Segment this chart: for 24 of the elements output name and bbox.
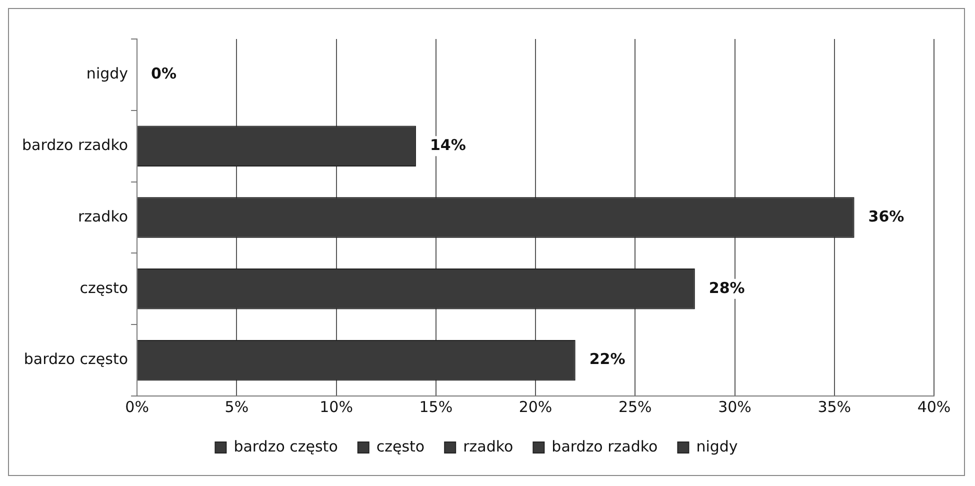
y-tick-label: bardzo często [24, 350, 128, 368]
legend-label: często [376, 437, 425, 456]
x-tick-label: 10% [320, 398, 353, 416]
data-label: 28% [708, 278, 745, 297]
y-tick-label: nigdy [86, 64, 128, 83]
x-tick-label: 40% [917, 398, 951, 416]
data-label: 0% [151, 64, 177, 83]
y-tick-label: często [80, 278, 128, 297]
x-tick-label: 20% [518, 398, 552, 416]
legend-label: nigdy [696, 437, 738, 456]
legend-label: rzadko [463, 437, 514, 456]
x-tick-label: 0% [125, 398, 149, 416]
legend-label: bardzo często [234, 437, 338, 456]
x-tick-label: 5% [224, 398, 249, 416]
data-label: 14% [430, 136, 466, 154]
y-tick-label: bardzo rzadko [22, 136, 128, 154]
data-label: 36% [868, 207, 904, 226]
x-tick-label: 25% [618, 398, 652, 416]
x-tick-label: 30% [718, 398, 752, 416]
y-tick-label: rzadko [78, 207, 128, 226]
x-tick-label: 35% [818, 398, 852, 416]
data-label: 22% [589, 350, 626, 368]
legend-label: bardzo rzadko [552, 437, 658, 456]
x-tick-label: 15% [419, 398, 453, 416]
